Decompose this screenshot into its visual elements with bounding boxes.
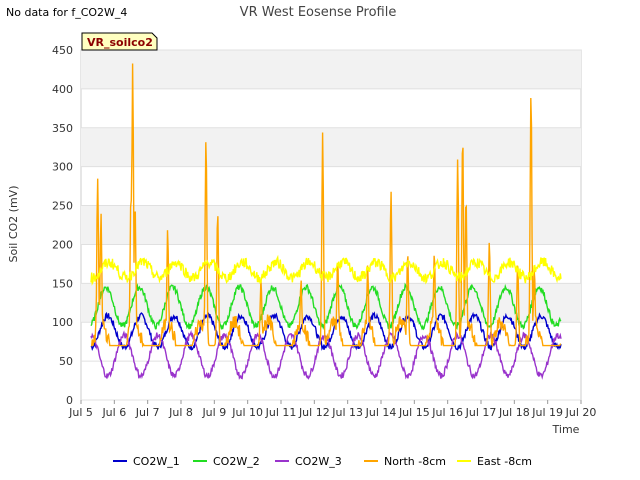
x-tick-label: Jul 18 (498, 406, 530, 419)
grid-band (81, 50, 581, 89)
x-tick-label: Jul 5 (68, 406, 93, 419)
x-tick-label: Jul 16 (431, 406, 463, 419)
x-tick-label: Jul 19 (531, 406, 563, 419)
y-tick-label: 0 (66, 394, 73, 407)
legend: CO2W_1 CO2W_2 CO2W_3 North -8cm East -8cm (113, 455, 532, 468)
legend-label: CO2W_3 (295, 455, 342, 468)
x-axis-ticks: Jul 5 Jul 6 Jul 7 Jul 8 Jul 9 Jul 10 Jul 11 Jul… (68, 400, 596, 419)
x-tick-label: Jul 12 (298, 406, 330, 419)
y-tick-label: 400 (52, 83, 73, 96)
y-axis-label: Soil CO2 (mV) (7, 186, 20, 263)
legend-label: North -8cm (384, 455, 446, 468)
x-tick-label: Jul 15 (398, 406, 430, 419)
y-tick-label: 250 (52, 200, 73, 213)
series-line-east-8cm (90, 254, 562, 286)
x-tick-label: Jul 17 (465, 406, 497, 419)
grid-band (81, 127, 581, 167)
legend-label: East -8cm (477, 455, 532, 468)
y-tick-label: 200 (52, 238, 73, 251)
stamp-box: VR_soilco2 (81, 32, 158, 51)
grid-band (81, 205, 581, 245)
x-tick-label: Jul 6 (101, 406, 126, 419)
x-tick-label: Jul 13 (331, 406, 363, 419)
y-tick-label: 350 (52, 122, 73, 135)
y-tick-label: 50 (59, 355, 73, 368)
x-tick-label: Jul 10 (231, 406, 263, 419)
grid-bands (81, 50, 581, 323)
y-tick-label: 450 (52, 44, 73, 57)
legend-label: CO2W_1 (133, 455, 180, 468)
stamp-label: VR_soilco2 (87, 36, 153, 49)
x-tick-label: Jul 14 (365, 406, 397, 419)
series-line-north-8cm (91, 63, 562, 348)
chart-title: VR West Eosense Profile (240, 5, 397, 20)
y-tick-label: 300 (52, 161, 73, 174)
x-tick-label: Jul 8 (168, 406, 193, 419)
x-tick-label: Jul 7 (135, 406, 160, 419)
x-axis-label: Time (552, 423, 580, 436)
y-tick-label: 150 (52, 277, 73, 290)
y-axis-ticks: 0 50 100 150 200 250 300 350 400 450 (52, 44, 73, 407)
x-tick-label: Jul 9 (201, 406, 226, 419)
y-tick-label: 100 (52, 316, 73, 329)
series-group (90, 63, 562, 380)
x-tick-label: Jul 11 (265, 406, 297, 419)
no-data-note: No data for f_CO2W_4 (6, 6, 128, 19)
x-tick-label: Jul 20 (565, 406, 597, 419)
legend-label: CO2W_2 (213, 455, 260, 468)
